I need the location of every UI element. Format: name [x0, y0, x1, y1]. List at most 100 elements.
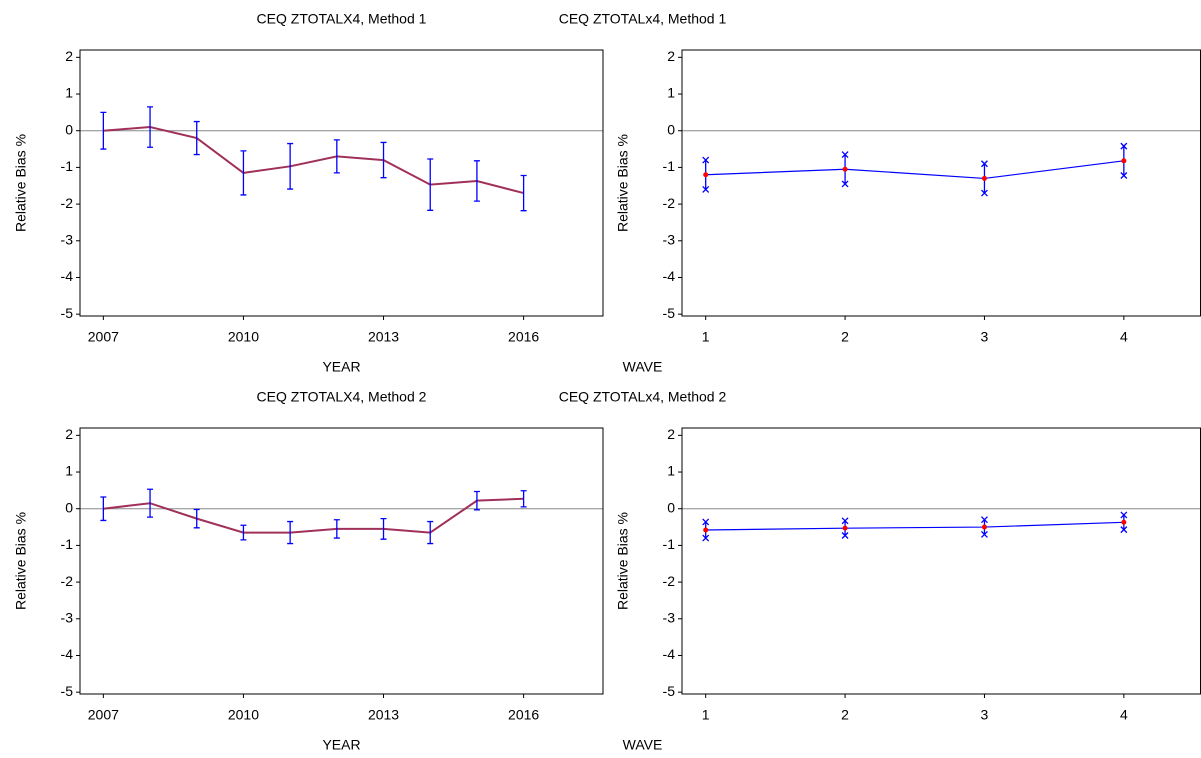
x-tick-label: 2010 — [228, 329, 259, 345]
y-tick-label: -4 — [61, 646, 74, 662]
point-marker — [842, 166, 848, 172]
y-axis-label: Relative Bias % — [615, 512, 631, 610]
panel-title: CEQ ZTOTALX4, Method 1 — [257, 11, 427, 27]
panel-title: CEQ ZTOTALX4, Method 2 — [257, 389, 427, 405]
y-tick-label: -5 — [61, 683, 74, 699]
point-marker — [1121, 158, 1127, 164]
point-marker — [842, 525, 848, 531]
error-bar — [473, 160, 480, 202]
x-tick-label: 2016 — [508, 329, 539, 345]
x-axis-label: YEAR — [322, 737, 360, 753]
y-tick-label: 0 — [65, 121, 73, 137]
error-bar — [380, 141, 387, 179]
error-bar — [520, 174, 527, 212]
y-tick-label: -3 — [663, 609, 676, 625]
error-bar — [147, 106, 154, 148]
point-marker — [981, 175, 987, 181]
y-tick-label: -4 — [61, 268, 74, 284]
series-line — [705, 160, 1124, 180]
x-tick-label: 2 — [841, 707, 849, 723]
x-tick-label: 4 — [1120, 329, 1128, 345]
point-marker — [981, 524, 987, 530]
y-tick-label: 1 — [667, 463, 675, 479]
x-tick-label: 2013 — [368, 707, 399, 723]
x-tick-label: 4 — [1120, 707, 1128, 723]
plot-frame — [681, 427, 1201, 695]
y-tick-label: 1 — [65, 85, 73, 101]
error-bar — [240, 150, 247, 196]
panel-title: CEQ ZTOTALx4, Method 1 — [559, 11, 727, 27]
y-tick-label: -2 — [61, 195, 74, 211]
y-tick-label: 1 — [65, 463, 73, 479]
y-tick-label: -3 — [61, 231, 74, 247]
point-marker — [1121, 519, 1127, 525]
y-tick-label: -2 — [663, 195, 676, 211]
error-bar — [193, 508, 200, 529]
panel: CEQ ZTOTALx4, Method 2 WAVE Relative Bias … — [559, 389, 1201, 753]
y-tick-label: 0 — [667, 121, 675, 137]
y-tick-label: 0 — [65, 499, 73, 515]
y-tick-label: 2 — [667, 48, 675, 64]
x-tick-label: 3 — [981, 707, 989, 723]
y-tick-label: 2 — [65, 426, 73, 442]
y-tick-label: -4 — [663, 268, 676, 284]
y-tick-label: -3 — [663, 231, 676, 247]
error-bar — [427, 520, 434, 545]
plot-frame — [79, 427, 604, 695]
error-bar — [240, 524, 247, 541]
x-axis-label: WAVE — [623, 359, 663, 375]
x-tick-label: 2016 — [508, 707, 539, 723]
y-tick-label: -2 — [663, 573, 676, 589]
x-tick-label: 1 — [702, 707, 710, 723]
error-bar — [427, 158, 434, 211]
panel: CEQ ZTOTALx4, Method 1 WAVE Relative Bias … — [559, 11, 1201, 375]
series-line — [103, 126, 524, 195]
y-tick-label: -5 — [663, 683, 676, 699]
panel: CEQ ZTOTALX4, Method 1 YEAR Relative Bias … — [13, 11, 604, 375]
y-tick-label: -1 — [61, 536, 74, 552]
y-tick-label: 1 — [667, 85, 675, 101]
error-bar — [287, 520, 294, 545]
y-axis-label: Relative Bias % — [13, 134, 29, 232]
x-axis-label: WAVE — [623, 737, 663, 753]
y-tick-label: -1 — [61, 158, 74, 174]
error-bar — [193, 120, 200, 156]
y-tick-label: -1 — [663, 158, 676, 174]
x-tick-label: 2007 — [88, 329, 119, 345]
y-tick-label: -5 — [61, 305, 74, 321]
y-tick-label: 2 — [667, 426, 675, 442]
y-tick-label: -5 — [663, 305, 676, 321]
y-tick-label: -1 — [663, 536, 676, 552]
error-bar — [520, 490, 527, 508]
error-bar — [333, 139, 340, 174]
y-axis-label: Relative Bias % — [615, 134, 631, 232]
error-bar — [147, 488, 154, 518]
point-marker — [703, 527, 709, 533]
y-tick-label: 0 — [667, 499, 675, 515]
x-tick-label: 2007 — [88, 707, 119, 723]
series-line — [705, 521, 1124, 531]
panel: CEQ ZTOTALX4, Method 2 YEAR Relative Bias … — [13, 389, 604, 753]
y-axis-label: Relative Bias % — [13, 512, 29, 610]
point-marker — [703, 172, 709, 178]
error-bar — [380, 517, 387, 540]
y-tick-label: -3 — [61, 609, 74, 625]
error-bar — [333, 519, 340, 539]
error-bar — [100, 111, 107, 150]
y-tick-label: -2 — [61, 573, 74, 589]
y-tick-label: 2 — [65, 48, 73, 64]
x-axis-label: YEAR — [322, 359, 360, 375]
x-tick-label: 1 — [702, 329, 710, 345]
error-bar — [473, 490, 480, 511]
error-bar — [287, 142, 294, 190]
x-tick-label: 3 — [981, 329, 989, 345]
error-bar — [100, 496, 107, 522]
panel-title: CEQ ZTOTALx4, Method 2 — [559, 389, 727, 405]
x-tick-label: 2 — [841, 329, 849, 345]
x-tick-label: 2010 — [228, 707, 259, 723]
y-tick-label: -4 — [663, 646, 676, 662]
plot-frame — [681, 49, 1201, 317]
x-tick-label: 2013 — [368, 329, 399, 345]
